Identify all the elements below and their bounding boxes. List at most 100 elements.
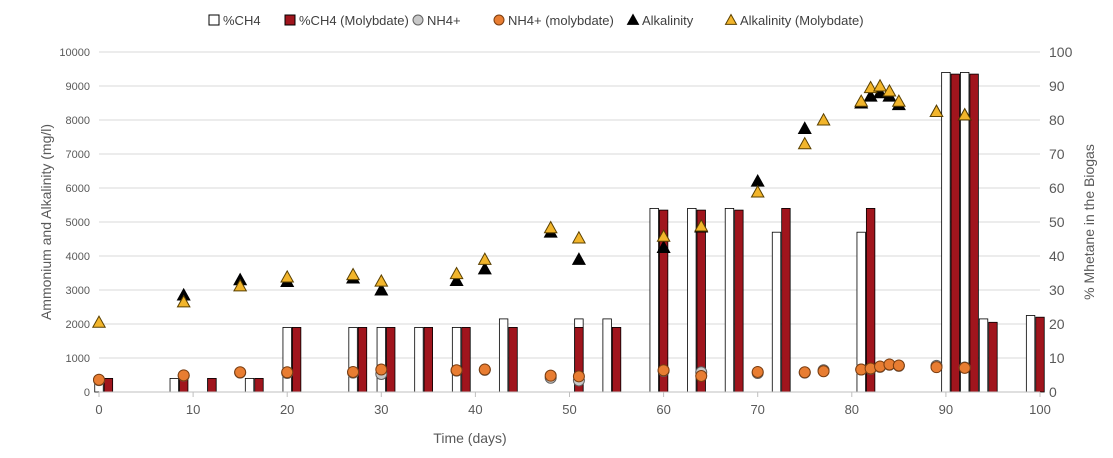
bar — [1035, 316, 1045, 393]
data-point — [477, 261, 492, 275]
bar — [696, 209, 706, 393]
legend-item: %CH4 — [208, 13, 261, 28]
y2-tick-label: 100 — [1049, 44, 1073, 60]
legend-item: %CH4 (Molybdate) — [284, 13, 409, 28]
data-point — [543, 220, 558, 234]
x-tick-label: 90 — [939, 402, 953, 417]
bar — [988, 321, 998, 393]
bar — [781, 207, 791, 393]
bar — [451, 326, 462, 393]
x-tick-label: 30 — [374, 402, 388, 417]
legend-swatch — [412, 14, 424, 26]
bar — [207, 377, 217, 393]
data-point — [891, 94, 906, 107]
data-point — [930, 361, 943, 374]
data-point — [958, 361, 971, 374]
x-tick-label: 40 — [468, 402, 482, 417]
data-point — [751, 365, 764, 378]
x-tick-label: 100 — [1029, 402, 1051, 417]
data-point — [892, 359, 905, 372]
y-tick-label: 1000 — [66, 353, 90, 365]
bar — [771, 231, 782, 393]
bar — [282, 326, 292, 393]
y2-tick-label: 60 — [1049, 180, 1065, 196]
legend-label: %CH4 — [223, 13, 261, 28]
bar — [386, 326, 396, 393]
legend-swatch — [208, 14, 220, 26]
data-point — [694, 218, 709, 232]
bar — [423, 326, 434, 393]
y-tick-label: 6000 — [66, 183, 90, 195]
y2-tick-label: 30 — [1049, 282, 1065, 298]
bar — [969, 73, 979, 393]
data-point — [233, 278, 248, 292]
y-tick-label: 7000 — [66, 149, 90, 161]
y-tick-label: 5000 — [66, 217, 90, 229]
marker-series — [91, 78, 972, 387]
data-point — [234, 366, 247, 379]
legend-item: NH4+ — [412, 13, 461, 28]
bar — [103, 377, 114, 393]
bar — [611, 326, 622, 393]
data-point — [93, 373, 105, 386]
bar — [649, 207, 659, 393]
data-point — [544, 369, 557, 382]
data-point — [449, 273, 464, 286]
bar — [950, 73, 960, 393]
bar — [508, 326, 518, 393]
y2-tick-label: 10 — [1049, 350, 1065, 366]
x-tick-label: 0 — [95, 402, 102, 417]
data-point — [750, 184, 765, 198]
y-tick-label: 3000 — [66, 285, 90, 297]
data-point — [750, 173, 765, 187]
data-point — [281, 366, 294, 379]
bar — [348, 326, 358, 393]
bar — [461, 326, 471, 393]
data-point — [656, 229, 671, 242]
data-point — [477, 252, 492, 265]
bar — [357, 326, 368, 393]
y2-tick-label: 90 — [1049, 78, 1065, 94]
x-tick-label: 60 — [656, 402, 670, 417]
data-point — [863, 88, 878, 102]
y2-axis-label: % Mhetane in the Biogas — [1081, 144, 1097, 300]
data-point — [449, 266, 464, 280]
data-point — [797, 136, 812, 150]
legend-swatch — [724, 13, 738, 25]
data-point — [929, 104, 944, 117]
legend-label: Alkalinity — [642, 13, 694, 28]
legend-swatch — [626, 13, 640, 25]
data-point — [280, 269, 295, 283]
data-point — [863, 80, 878, 94]
data-point — [797, 121, 812, 134]
data-point — [91, 315, 107, 328]
data-point — [854, 94, 869, 107]
bar — [724, 207, 735, 393]
data-point — [695, 370, 708, 383]
data-point — [571, 230, 586, 244]
bar — [734, 209, 744, 393]
legend-label: NH4+ (molybdate) — [508, 13, 614, 28]
y-tick-label: 8000 — [66, 115, 90, 127]
y2-tick-label: 0 — [1049, 384, 1057, 400]
data-point — [816, 112, 831, 126]
y2-tick-label: 70 — [1049, 146, 1065, 162]
bar — [244, 377, 255, 393]
data-point — [882, 83, 897, 97]
bar — [498, 318, 509, 393]
bar — [414, 326, 424, 393]
y-tick-label: 10000 — [59, 47, 90, 59]
x-tick-label: 80 — [845, 402, 859, 417]
y-tick-label: 2000 — [66, 319, 90, 331]
bar — [687, 207, 697, 393]
data-point — [347, 365, 360, 378]
bar — [376, 326, 386, 393]
legend: %CH4 %CH4 (Molybdate) NH4+ NH4+ (molybdate)… — [208, 13, 864, 28]
y-axis-label: Ammonium and Alkalinity (mg/l) — [38, 124, 54, 320]
data-point — [872, 78, 888, 92]
legend-label: NH4+ — [427, 13, 461, 28]
axes: 0100020003000400050006000700080009000100… — [59, 44, 1072, 417]
x-tick-label: 70 — [750, 402, 764, 417]
